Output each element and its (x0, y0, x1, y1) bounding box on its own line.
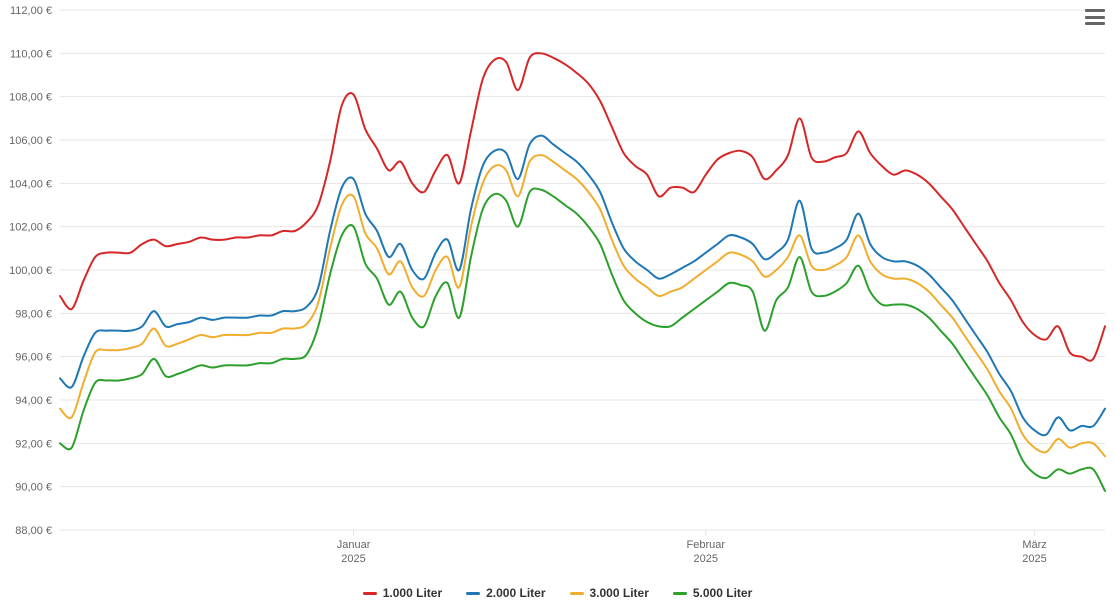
x-axis-sublabel: 2025 (694, 553, 718, 565)
legend-item-0[interactable]: 1.000 Liter (363, 586, 442, 600)
y-axis-label: 100,00 € (9, 265, 52, 277)
x-axis-sublabel: 2025 (1022, 553, 1046, 565)
price-line-chart: 88,00 € 90,00 € 92,00 € 94,00 € 96,00 € 98,00… (0, 0, 1115, 608)
legend-swatch (466, 592, 480, 595)
x-axis-label: Februar (687, 539, 726, 551)
x-axis-label: März (1022, 539, 1046, 551)
legend-label: 5.000 Liter (693, 586, 752, 600)
y-axis-label: 92,00 € (15, 438, 52, 450)
series-line-1 (60, 136, 1105, 436)
y-axis-label: 96,00 € (15, 352, 52, 364)
chart-container: 88,00 € 90,00 € 92,00 € 94,00 € 96,00 € 98,00… (0, 0, 1115, 608)
y-axis-label: 112,00 € (10, 5, 52, 17)
legend-label: 3.000 Liter (590, 586, 649, 600)
y-axis-label: 90,00 € (15, 482, 52, 494)
legend-label: 2.000 Liter (486, 586, 545, 600)
x-axis-sublabel: 2025 (341, 553, 365, 565)
y-axis-label: 94,00 € (15, 395, 52, 407)
y-axis-label: 88,00 € (15, 525, 52, 537)
legend-label: 1.000 Liter (383, 586, 442, 600)
y-axis-label: 98,00 € (15, 308, 52, 320)
legend-swatch (363, 592, 377, 595)
chart-menu-button[interactable] (1083, 6, 1107, 28)
legend-swatch (673, 592, 687, 595)
legend-item-3[interactable]: 5.000 Liter (673, 586, 752, 600)
series-line-0 (60, 53, 1105, 361)
y-axis-label: 110,00 € (10, 48, 52, 60)
series-line-2 (60, 155, 1105, 456)
x-axis-label: Januar (337, 539, 371, 551)
legend-swatch (570, 592, 584, 595)
y-axis-label: 106,00 € (9, 135, 52, 147)
y-axis-label: 102,00 € (9, 222, 52, 234)
y-axis-label: 104,00 € (9, 178, 52, 190)
y-axis-label: 108,00 € (9, 92, 52, 104)
series-line-3 (60, 188, 1105, 491)
legend-item-1[interactable]: 2.000 Liter (466, 586, 545, 600)
legend: 1.000 Liter 2.000 Liter 3.000 Liter 5.000 L… (0, 584, 1115, 601)
legend-item-2[interactable]: 3.000 Liter (570, 586, 649, 600)
